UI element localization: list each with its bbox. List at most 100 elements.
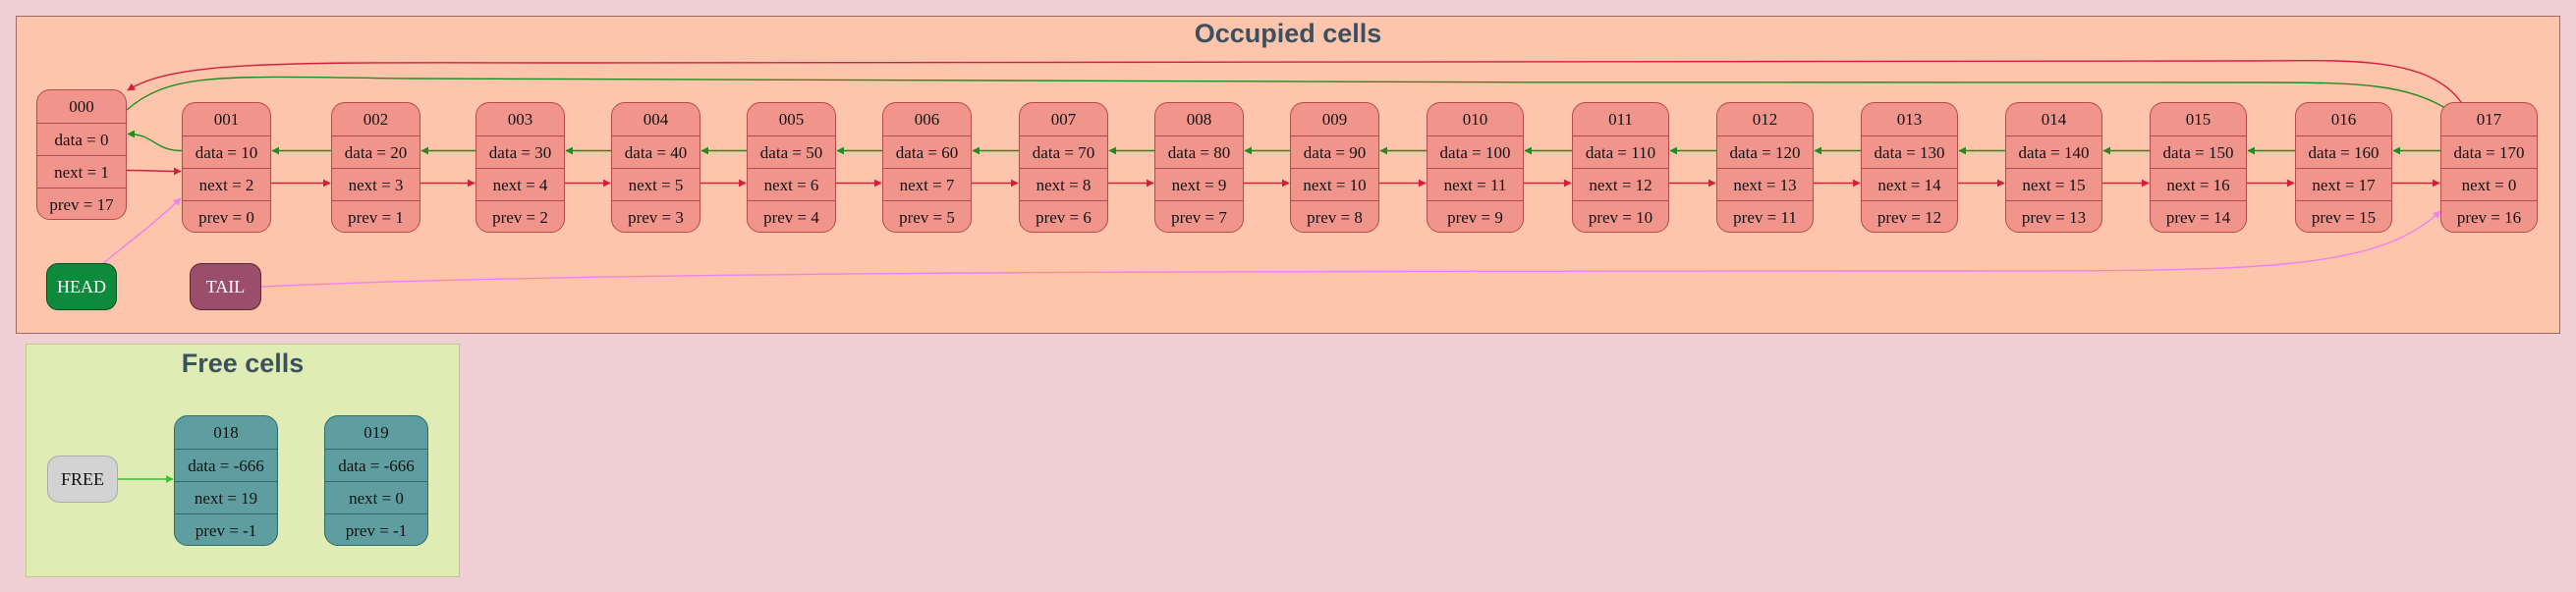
cell-prev-field: prev = -1 (325, 513, 427, 545)
free-cells-title: Free cells (181, 349, 305, 378)
cell-index-field: 019 (364, 423, 389, 442)
cell-index-field: 001 (213, 110, 240, 129)
occupied-cell-003: 003 data = 30 next = 4 prev = 2 (476, 102, 565, 233)
cell-data-field: data = 10 (183, 135, 270, 168)
cell-data-field: data = -666 (325, 449, 427, 481)
cell-next-field: next = 3 (332, 168, 420, 200)
cell-prev-field: prev = 14 (2151, 200, 2246, 232)
cell-prev-field: prev = 7 (1155, 200, 1243, 232)
cell-data-field: data = -666 (175, 449, 277, 481)
cell-prev-field: prev = 16 (2441, 200, 2537, 232)
cell-index-field: 010 (1462, 110, 1488, 129)
cell-prev-field: prev = 15 (2296, 200, 2391, 232)
cell-index-field: 017 (2476, 110, 2502, 129)
cell-index-field: 004 (643, 110, 669, 129)
cell-index-field: 014 (2041, 110, 2067, 129)
cell-data-field: data = 170 (2441, 135, 2537, 168)
cell-next-field: next = 0 (2441, 168, 2537, 200)
occupied-cell-005: 005 data = 50 next = 6 prev = 4 (747, 102, 836, 233)
head-pointer: HEAD (46, 263, 117, 310)
cell-data-field: data = 30 (476, 135, 564, 168)
cell-index-field: 011 (1608, 110, 1633, 129)
cell-data-field: data = 50 (748, 135, 835, 168)
cell-data-field: data = 130 (1862, 135, 1957, 168)
cell-index-field: 009 (1321, 110, 1348, 129)
occupied-cell-014: 014 data = 140 next = 15 prev = 13 (2005, 102, 2102, 233)
cell-prev-field: prev = 10 (1573, 200, 1668, 232)
wrap-prev-edge (126, 76, 2451, 112)
cell-prev-field: prev = 6 (1020, 200, 1107, 232)
occupied-cell-008: 008 data = 80 next = 9 prev = 7 (1154, 102, 1244, 233)
cell-prev-field: prev = 0 (183, 200, 270, 232)
cell-next-field: next = 11 (1428, 168, 1523, 200)
cell-index-field: 016 (2330, 110, 2357, 129)
occupied-cell-002: 002 data = 20 next = 3 prev = 1 (331, 102, 420, 233)
cell-data-field: data = 70 (1020, 135, 1107, 168)
cell-next-field: next = 13 (1717, 168, 1813, 200)
cell-index-field: 012 (1752, 110, 1778, 129)
free-cell-018: 018 data = -666 next = 19 prev = -1 (174, 415, 278, 546)
cell-data-field: data = 150 (2151, 135, 2246, 168)
cell-next-field: next = 12 (1573, 168, 1668, 200)
cell-index-field: 013 (1896, 110, 1923, 129)
wrap-next-edge (127, 59, 2462, 103)
cell-data-field: data = 60 (883, 135, 971, 168)
cell-data-field: data = 100 (1428, 135, 1523, 168)
prev-edge (127, 130, 183, 152)
cell-index-field: 003 (507, 110, 533, 129)
occupied-cell-016: 016 data = 160 next = 17 prev = 15 (2295, 102, 2392, 233)
occupied-cell-015: 015 data = 150 next = 16 prev = 14 (2150, 102, 2247, 233)
occupied-cell-009: 009 data = 90 next = 10 prev = 8 (1290, 102, 1379, 233)
cell-next-field: next = 15 (2006, 168, 2101, 200)
occupied-cell-017: 017 data = 170 next = 0 prev = 16 (2440, 102, 2538, 233)
occupied-cell-001: 001 data = 10 next = 2 prev = 0 (182, 102, 271, 233)
cell-prev-field: prev = 17 (37, 188, 126, 219)
occupied-cells-title: Occupied cells (1194, 19, 1382, 48)
tail-pointer: TAIL (190, 263, 261, 310)
cell-prev-field: prev = 5 (883, 200, 971, 232)
cell-index-field: 007 (1050, 110, 1077, 129)
occupied-cell-013: 013 data = 130 next = 14 prev = 12 (1861, 102, 1958, 233)
occupied-cell-006: 006 data = 60 next = 7 prev = 5 (882, 102, 972, 233)
cell-prev-field: prev = 4 (748, 200, 835, 232)
cell-index-field: 000 (69, 97, 94, 116)
cell-next-field: next = 14 (1862, 168, 1957, 200)
cell-prev-field: prev = 3 (612, 200, 700, 232)
cell-next-field: next = 2 (183, 168, 270, 200)
cell-index-field: 006 (914, 110, 940, 129)
cell-data-field: data = 140 (2006, 135, 2101, 168)
cell-next-field: next = 10 (1291, 168, 1378, 200)
cell-prev-field: prev = 9 (1428, 200, 1523, 232)
cell-index-field: 008 (1186, 110, 1212, 129)
occupied-cell-000: 000 data = 0 next = 1 prev = 17 (36, 89, 127, 220)
cell-next-field: next = 17 (2296, 168, 2391, 200)
cell-prev-field: prev = 13 (2006, 200, 2101, 232)
cell-data-field: data = 0 (37, 123, 126, 155)
cell-prev-field: prev = 1 (332, 200, 420, 232)
cell-next-field: next = 4 (476, 168, 564, 200)
cell-next-field: next = 9 (1155, 168, 1243, 200)
free-pointer: FREE (47, 456, 118, 503)
cell-data-field: data = 120 (1717, 135, 1813, 168)
cell-next-field: next = 6 (748, 168, 835, 200)
next-edge (126, 167, 182, 176)
cell-prev-field: prev = 11 (1717, 200, 1813, 232)
head-edge (102, 197, 182, 264)
free-cell-019: 019 data = -666 next = 0 prev = -1 (324, 415, 428, 546)
cell-data-field: data = 160 (2296, 135, 2391, 168)
cell-next-field: next = 1 (37, 155, 126, 188)
cell-next-field: next = 0 (325, 481, 427, 513)
cell-prev-field: prev = 12 (1862, 200, 1957, 232)
occupied-cell-012: 012 data = 120 next = 13 prev = 11 (1716, 102, 1814, 233)
occupied-cell-011: 011 data = 110 next = 12 prev = 10 (1572, 102, 1669, 233)
cell-data-field: data = 80 (1155, 135, 1243, 168)
tail-edge (260, 210, 2441, 288)
cell-data-field: data = 90 (1291, 135, 1378, 168)
cell-prev-field: prev = 2 (476, 200, 564, 232)
occupied-cell-007: 007 data = 70 next = 8 prev = 6 (1019, 102, 1108, 233)
cell-index-field: 002 (363, 110, 389, 129)
cell-data-field: data = 20 (332, 135, 420, 168)
cell-index-field: 018 (213, 423, 239, 442)
cell-next-field: next = 5 (612, 168, 700, 200)
